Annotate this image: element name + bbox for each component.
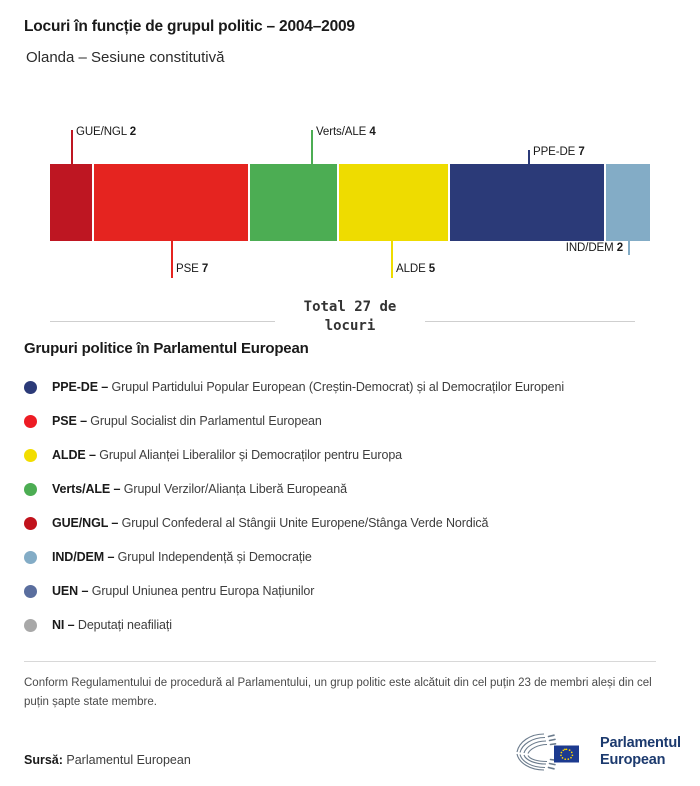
tick-gue-ngl: [71, 130, 73, 164]
legend-item-abbr: PPE-DE –: [52, 380, 109, 394]
legend-item-desc: Grupul Verzilor/Alianța Liberă Europeană: [120, 482, 347, 496]
legend-color-dot-icon: [24, 380, 37, 394]
legend-item-desc: Deputați neafiliați: [74, 618, 172, 632]
legend-item-abbr: IND/DEM –: [52, 550, 115, 564]
footer-note: Conform Regulamentului de procedură al P…: [24, 677, 652, 708]
tick-label-ind-dem: IND/DEM 2: [565, 242, 623, 254]
legend-color-dot-icon: [24, 516, 37, 530]
legend-item: UEN – Grupul Uniunea pentru Europa Națiu…: [24, 574, 674, 608]
legend-list: PPE-DE – Grupul Partidului Popular Europ…: [24, 370, 674, 642]
legend-item-desc: Grupul Independență și Democrație: [114, 550, 312, 564]
tick-alde: [391, 241, 393, 278]
page-title: Locuri în funcție de grupul politic – 20…: [24, 18, 355, 35]
logo-line-1: Parlamentul: [600, 735, 681, 751]
tick-label-pse: PSE 7: [176, 263, 209, 275]
legend-item: Verts/ALE – Grupul Verzilor/Alianța Libe…: [24, 472, 674, 506]
legend-item-abbr: NI –: [52, 618, 75, 632]
legend-title: Grupuri politice în Parlamentul European: [24, 340, 309, 357]
source-line: Sursă: Parlamentul European: [24, 753, 191, 767]
legend-color-dot-icon: [24, 414, 37, 428]
tick-label-gue-ngl: GUE/NGL 2: [76, 126, 137, 138]
tick-label-ppe-de: PPE-DE 7: [533, 146, 585, 158]
stacked-bar: [50, 164, 650, 241]
seats-bar-chart: GUE/NGL 2 PSE 7 Verts/ALE 4 ALDE 5 PPE-DE 7 I…: [0, 110, 700, 300]
logo-line-2: European: [600, 752, 666, 768]
page-subtitle: Olanda – Sesiune constitutivă: [26, 49, 225, 66]
legend-item-text: NI – Deputați neafiliați: [52, 618, 172, 632]
legend-color-dot-icon: [24, 584, 37, 598]
legend-item: GUE/NGL – Grupul Confederal al Stângii U…: [24, 506, 674, 540]
total-rule-right: [425, 321, 635, 322]
logo-wordmark: Parlamentul European: [600, 735, 681, 769]
legend-color-dot-icon: [24, 550, 37, 564]
source-value: Parlamentul European: [66, 753, 191, 767]
legend-item-desc: Grupul Confederal al Stângii Unite Europ…: [118, 516, 489, 530]
bar-segment-gue-ngl: [50, 164, 95, 241]
legend-item-text: IND/DEM – Grupul Independență și Democra…: [52, 550, 312, 564]
legend-item-abbr: UEN –: [52, 584, 89, 598]
legend-item-text: UEN – Grupul Uniunea pentru Europa Națiu…: [52, 584, 314, 598]
legend-item-text: PSE – Grupul Socialist din Parlamentul E…: [52, 414, 322, 428]
european-parliament-logo: Parlamentul European: [514, 729, 682, 775]
footer-divider: [24, 661, 656, 662]
total-seats-block: Total 27 de locuri: [0, 298, 700, 338]
total-rule-left: [50, 321, 275, 322]
bar-segment-pse: [94, 164, 250, 241]
legend-item-abbr: GUE/NGL –: [52, 516, 119, 530]
bar-segment-ind-dem: [605, 164, 650, 241]
tick-label-alde: ALDE 5: [396, 263, 436, 275]
legend-item: PSE – Grupul Socialist din Parlamentul E…: [24, 404, 674, 438]
legend-item-desc: Grupul Socialist din Parlamentul Europea…: [86, 414, 322, 428]
legend-color-dot-icon: [24, 618, 37, 632]
legend-item: NI – Deputați neafiliați: [24, 608, 674, 642]
legend-color-dot-icon: [24, 482, 37, 496]
legend-item-text: PPE-DE – Grupul Partidului Popular Europ…: [52, 380, 564, 394]
tick-ppe-de: [528, 150, 530, 164]
legend-item-abbr: Verts/ALE –: [52, 482, 121, 496]
source-label: Sursă:: [24, 753, 63, 767]
bar-segment-alde: [338, 164, 450, 241]
tick-pse: [171, 241, 173, 278]
legend-item-desc: Grupul Alianței Liberalilor și Democrați…: [95, 448, 403, 462]
bar-segment-ppe-de: [449, 164, 606, 241]
total-seats-label: Total 27 de locuri: [303, 299, 397, 334]
legend-item-desc: Grupul Partidului Popular European (Creș…: [108, 380, 565, 394]
hemicycle-flag-icon: [516, 733, 579, 771]
legend-item: IND/DEM – Grupul Independență și Democra…: [24, 540, 674, 574]
legend-item: ALDE – Grupul Alianței Liberalilor și De…: [24, 438, 674, 472]
legend-color-dot-icon: [24, 448, 37, 462]
legend-item-text: Verts/ALE – Grupul Verzilor/Alianța Libe…: [52, 482, 347, 496]
legend-item-abbr: PSE –: [52, 414, 87, 428]
legend-item-text: GUE/NGL – Grupul Confederal al Stângii U…: [52, 516, 488, 530]
legend-item-text: ALDE – Grupul Alianței Liberalilor și De…: [52, 448, 402, 462]
tick-ind-dem: [628, 241, 630, 255]
legend-item-abbr: ALDE –: [52, 448, 96, 462]
legend-item: PPE-DE – Grupul Partidului Popular Europ…: [24, 370, 674, 404]
tick-verts-ale: [311, 130, 313, 164]
tick-label-verts-ale: Verts/ALE 4: [316, 126, 376, 138]
legend-item-desc: Grupul Uniunea pentru Europa Națiunilor: [88, 584, 315, 598]
bar-segment-verts-ale: [249, 164, 339, 241]
